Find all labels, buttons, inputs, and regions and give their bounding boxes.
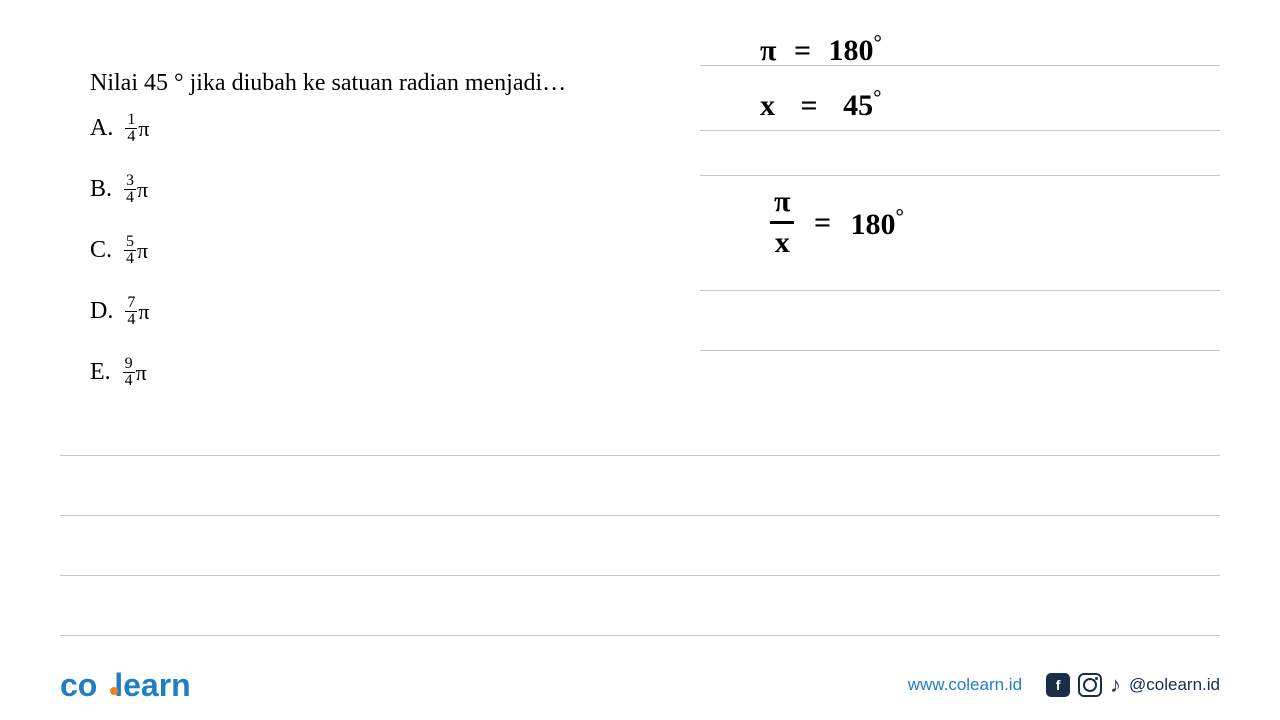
option-letter: A. — [90, 115, 113, 142]
ruled-line — [700, 175, 1220, 176]
brand-logo: co learn — [60, 667, 191, 704]
option-b: B. 3 4 π — [90, 173, 149, 206]
pi-symbol: π — [137, 177, 148, 203]
handwritten-fraction: π x — [770, 185, 794, 260]
footer: co learn www.colearn.id f ♪ @colearn.id — [0, 650, 1280, 720]
facebook-icon: f — [1046, 673, 1070, 697]
ruled-line — [700, 350, 1220, 351]
social-links: f ♪ @colearn.id — [1046, 672, 1220, 698]
footer-right: www.colearn.id f ♪ @colearn.id — [908, 672, 1220, 698]
pi-symbol: π — [138, 116, 149, 142]
option-letter: C. — [90, 237, 112, 264]
handwritten-line-2: x = 45° — [760, 85, 882, 123]
instagram-icon — [1078, 673, 1102, 697]
pi-symbol: π — [136, 360, 147, 386]
ruled-line — [60, 575, 1220, 576]
fraction: 5 4 — [124, 234, 136, 267]
pi-symbol: π — [138, 299, 149, 325]
handwritten-line-3: π x = 180° — [770, 185, 904, 260]
ruled-line — [700, 65, 1220, 66]
option-letter: B. — [90, 176, 112, 203]
option-a: A. 1 4 π — [90, 112, 149, 145]
option-letter: E. — [90, 359, 111, 386]
ruled-line — [60, 455, 1220, 456]
ruled-line — [700, 130, 1220, 131]
fraction: 1 4 — [125, 112, 137, 145]
pi-symbol: π — [137, 238, 148, 264]
ruled-line — [60, 635, 1220, 636]
tiktok-icon: ♪ — [1110, 672, 1121, 698]
option-letter: D. — [90, 298, 113, 325]
option-d: D. 7 4 π — [90, 295, 149, 328]
ruled-line — [60, 515, 1220, 516]
logo-dot-icon — [110, 687, 118, 695]
fraction: 3 4 — [124, 173, 136, 206]
handwritten-line-1: π = 180° — [760, 30, 882, 68]
fraction: 7 4 — [125, 295, 137, 328]
fraction: 9 4 — [123, 356, 135, 389]
social-handle: @colearn.id — [1129, 675, 1220, 695]
options-list: A. 1 4 π B. 3 4 π C. 5 4 π D. — [90, 112, 149, 417]
question-text: Nilai 45 ° jika diubah ke satuan radian … — [90, 70, 566, 97]
option-e: E. 9 4 π — [90, 356, 149, 389]
ruled-line — [700, 290, 1220, 291]
option-c: C. 5 4 π — [90, 234, 149, 267]
website-url: www.colearn.id — [908, 675, 1022, 695]
